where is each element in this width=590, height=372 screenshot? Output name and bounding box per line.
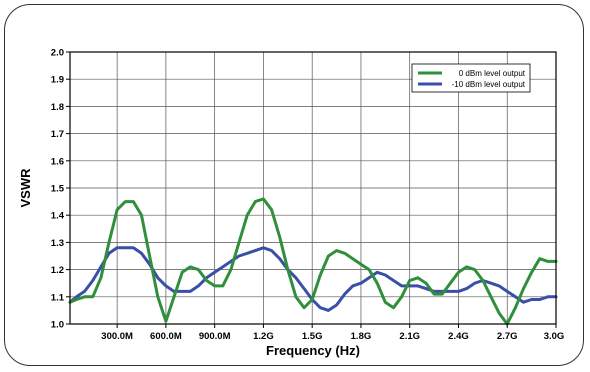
x-tick-label: 600.0M (150, 331, 182, 342)
series-layer (68, 197, 558, 326)
legend-label: -10 dBm level output (452, 80, 526, 89)
y-tick-label: 1.0 (51, 320, 64, 331)
y-tick-label: 1.2 (51, 265, 64, 276)
y-tick-label: 1.7 (51, 129, 64, 140)
y-tick-label: 2.0 (51, 48, 64, 59)
y-tick-label: 1.3 (51, 238, 64, 249)
y-axis-label: VSWR (18, 168, 33, 208)
x-axis-label: Frequency (Hz) (266, 343, 360, 358)
x-tick-label: 300.0M (101, 331, 133, 342)
y-tick-label: 1.6 (51, 156, 64, 167)
ticks: 300.0M 600.0M 900.0M 1.2G 1.5G 1.8G 2.1G 2.4G 2.… (51, 48, 565, 343)
x-tick-label: 2.1G (399, 331, 420, 342)
y-tick-label: 1.4 (51, 211, 65, 222)
y-tick-label: 1.8 (51, 102, 64, 113)
x-tick-label: 1.8G (351, 331, 372, 342)
legend-box (411, 63, 531, 93)
legend-label: 0 dBm level output (459, 69, 526, 78)
x-tick-label: 2.4G (448, 331, 469, 342)
y-tick-label: 1.1 (51, 292, 65, 303)
x-tick-label: 1.5G (302, 331, 323, 342)
series-line (68, 197, 558, 326)
y-tick-label: 1.5 (51, 184, 65, 195)
x-tick-label: 900.0M (199, 331, 231, 342)
x-tick-label: 1.2G (253, 331, 274, 342)
x-tick-label: 3.0G (544, 331, 565, 342)
y-tick-label: 1.9 (51, 75, 64, 86)
legend: 0 dBm level output -10 dBm level output (411, 63, 531, 93)
x-tick-label: 2.7G (497, 331, 518, 342)
